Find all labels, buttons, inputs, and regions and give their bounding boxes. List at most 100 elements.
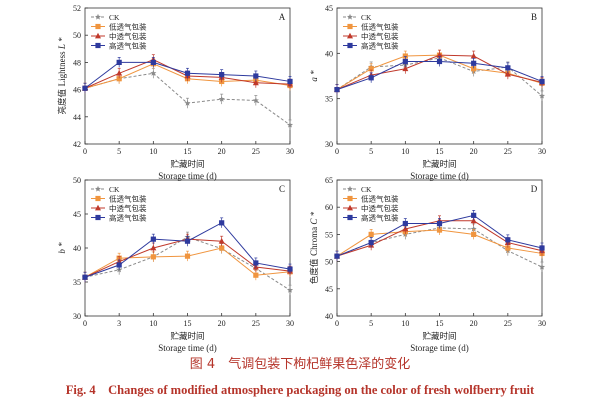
legend-label: CK — [361, 185, 372, 194]
data-point — [150, 59, 156, 65]
x-axis-label-cn: 贮藏时间 — [422, 331, 456, 342]
legend-marker — [94, 13, 102, 20]
y-tick-label: 50 — [73, 176, 81, 185]
x-tick-label: 30 — [538, 147, 546, 156]
legend-marker — [346, 13, 354, 20]
data-point — [539, 78, 545, 85]
data-point — [402, 65, 409, 72]
x-tick-label: 5 — [369, 147, 373, 156]
series-high — [334, 210, 545, 262]
legend-label: 中透气包装 — [109, 203, 147, 213]
data-point — [219, 220, 225, 226]
data-point — [402, 220, 408, 227]
legend-label: 高透气包装 — [109, 41, 147, 51]
x-tick-label: 0 — [335, 319, 339, 328]
legend-marker — [347, 204, 353, 211]
legend-marker — [95, 214, 101, 221]
data-point — [253, 272, 259, 278]
y-axis-label: b * — [57, 242, 67, 254]
data-point — [538, 263, 546, 270]
legend-label: CK — [109, 13, 120, 22]
panel-label: A — [279, 12, 286, 22]
data-point — [470, 52, 477, 59]
data-point — [116, 59, 122, 65]
legend-label: CK — [109, 185, 120, 194]
data-point — [368, 75, 374, 81]
y-tick-label: 45 — [325, 4, 333, 13]
data-point — [471, 231, 477, 237]
y-tick-label: 42 — [73, 140, 81, 149]
data-point — [287, 78, 293, 85]
series-high — [82, 57, 293, 94]
x-tick-label: 3 — [117, 319, 121, 328]
x-axis-label-en: Storage time (d) — [410, 343, 468, 353]
data-point — [184, 253, 191, 259]
data-point — [471, 60, 477, 66]
y-tick-label: 60 — [325, 203, 333, 212]
data-point — [150, 254, 156, 260]
series-low — [82, 242, 293, 283]
legend-label: 高透气包装 — [361, 213, 399, 223]
x-tick-label: 15 — [436, 147, 444, 156]
legend-label: 高透气包装 — [109, 213, 147, 223]
legend-label: 高透气包装 — [361, 41, 399, 51]
data-point — [334, 87, 340, 93]
data-point — [150, 70, 157, 76]
x-axis-label-cn: 贮藏时间 — [170, 331, 204, 342]
data-point — [436, 220, 443, 227]
panel-label: C — [279, 184, 285, 194]
y-tick-label: 30 — [73, 312, 81, 321]
x-tick-label: 20 — [470, 147, 478, 156]
legend-marker — [95, 23, 101, 30]
data-point — [436, 58, 443, 65]
figure-caption-en: Fig. 4 Changes of modified atmosphere pa… — [65, 383, 535, 397]
y-tick-label: 45 — [73, 210, 81, 219]
x-tick-label: 0 — [83, 319, 87, 328]
data-point — [505, 65, 511, 71]
legend-marker — [95, 32, 101, 39]
x-axis-label-cn: 贮藏时间 — [422, 159, 456, 170]
legend-marker — [347, 32, 353, 39]
x-tick-label: 25 — [504, 319, 512, 328]
y-axis-label: a * — [309, 70, 319, 82]
x-tick-label: 25 — [252, 147, 260, 156]
data-point — [436, 51, 443, 58]
legend-marker — [94, 185, 102, 192]
y-tick-label: 45 — [325, 285, 333, 294]
legend-marker — [95, 195, 101, 202]
series-high — [82, 217, 293, 283]
x-tick-label: 20 — [218, 319, 226, 328]
y-axis-label: 色度值 Chroma C * — [309, 211, 320, 284]
x-tick-label: 20 — [470, 319, 478, 328]
legend-marker — [347, 214, 353, 221]
legend-label: 低透气包装 — [361, 194, 399, 204]
data-point — [471, 212, 477, 218]
data-point — [150, 236, 156, 242]
y-tick-label: 35 — [325, 95, 333, 104]
x-axis-label-en: Storage time (d) — [410, 171, 468, 181]
data-point — [334, 253, 340, 259]
series-low — [334, 224, 545, 262]
legend-label: 低透气包装 — [109, 194, 147, 204]
data-point — [252, 79, 259, 86]
x-tick-label: 25 — [252, 319, 260, 328]
x-axis-label-en: Storage time (d) — [158, 343, 216, 353]
data-point — [184, 100, 191, 106]
data-point — [219, 72, 225, 78]
data-point — [184, 70, 191, 76]
x-tick-label: 30 — [538, 319, 546, 328]
x-tick-label: 30 — [286, 319, 294, 328]
legend-label: 中透气包装 — [109, 31, 147, 41]
panel-label: D — [531, 184, 538, 194]
legend-marker — [347, 195, 353, 202]
x-tick-label: 15 — [436, 319, 444, 328]
legend-label: 中透气包装 — [361, 31, 399, 41]
data-point — [116, 262, 122, 268]
legend-marker — [347, 23, 353, 30]
x-tick-label: 5 — [117, 147, 121, 156]
